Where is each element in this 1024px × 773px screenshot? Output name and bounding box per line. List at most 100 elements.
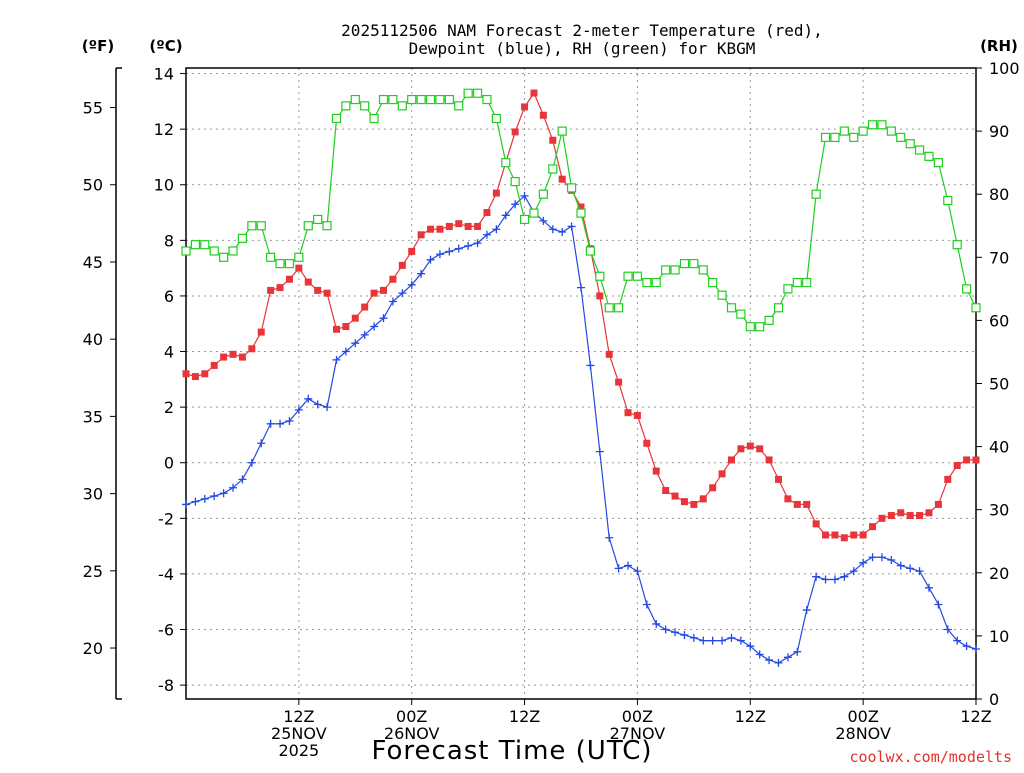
temperature-point <box>436 225 444 233</box>
dewpoint-point <box>699 636 708 645</box>
celsius-tick-label: -4 <box>158 565 174 584</box>
dewpoint-point <box>689 633 698 642</box>
rh-tick-label: 100 <box>989 59 1020 78</box>
rh-point <box>604 303 614 313</box>
dewpoint-point <box>285 417 294 426</box>
rh-point <box>331 113 342 124</box>
temperature-point <box>558 175 566 183</box>
rh-point <box>228 246 238 256</box>
temperature-point <box>709 484 717 492</box>
temperature-point <box>822 531 830 539</box>
temperature-point <box>897 509 905 517</box>
celsius-tick-label: 4 <box>164 343 174 362</box>
rh-point <box>614 303 624 313</box>
dewpoint-point <box>577 283 585 292</box>
temperature-point <box>699 495 707 503</box>
series-dewpoint <box>182 191 980 667</box>
dewpoint-point <box>548 225 557 234</box>
fahrenheit-tick-label: 20 <box>83 639 103 658</box>
temperature-point <box>295 264 303 272</box>
rh-tick-label: 40 <box>989 438 1009 457</box>
dewpoint-point <box>313 400 322 409</box>
dewpoint-point <box>210 492 219 501</box>
dewpoint-point <box>229 483 238 492</box>
temperature-point <box>727 456 735 464</box>
celsius-tick-label: 2 <box>164 398 174 417</box>
dewpoint-point <box>520 191 529 200</box>
temperature-point <box>445 222 453 230</box>
dewpoint-point <box>351 339 360 348</box>
dewpoint-point <box>708 636 717 645</box>
dewpoint-point <box>341 347 350 356</box>
temperature-point <box>831 531 839 539</box>
rh-point <box>773 303 784 313</box>
celsius-tick-label: 6 <box>164 287 174 306</box>
chart-title-line-1: 2025112506 NAM Forecast 2-meter Temperat… <box>341 21 823 40</box>
dewpoint-point <box>558 228 567 237</box>
temperature-point <box>492 189 500 197</box>
dewpoint-point <box>755 650 764 659</box>
temperature-point <box>257 328 265 336</box>
temperature-point <box>906 512 914 520</box>
rh-tick-label: 0 <box>989 690 999 709</box>
rh-tick-label: 50 <box>989 375 1009 394</box>
rh-point <box>313 214 323 225</box>
rh-point <box>642 277 652 288</box>
celsius-tick-label: 10 <box>154 176 174 195</box>
rh-point <box>820 132 831 143</box>
dewpoint-point <box>426 255 435 264</box>
rh-point <box>303 221 313 231</box>
temperature-point <box>417 231 425 239</box>
rh-point <box>830 132 840 143</box>
temperature-point <box>323 289 331 297</box>
rh-point <box>905 139 915 149</box>
dewpoint-point <box>718 636 727 645</box>
temperature-point <box>869 523 877 531</box>
dewpoint-point <box>849 567 858 576</box>
rh-point <box>322 221 332 231</box>
rh-point <box>294 252 304 262</box>
temperature-point <box>380 286 387 294</box>
celsius-tick-label: 14 <box>154 65 174 84</box>
dewpoint-point <box>276 419 285 428</box>
temperature-point <box>248 345 256 353</box>
rh-point <box>896 132 906 143</box>
rh-point <box>961 284 972 294</box>
rh-point <box>764 315 774 325</box>
temperature-point <box>972 456 980 464</box>
rh-point <box>444 94 454 105</box>
rh-point <box>595 271 605 281</box>
celsius-tick-label: 12 <box>154 120 174 139</box>
temperature-point <box>624 409 632 417</box>
rh-point <box>745 322 755 332</box>
temperature-point <box>229 350 237 358</box>
rh-point <box>284 259 295 269</box>
dewpoint-point <box>661 625 670 634</box>
temperature-point <box>652 467 660 475</box>
dewpoint-point <box>379 314 388 323</box>
rh-point <box>717 290 727 300</box>
temperature-point <box>671 492 679 500</box>
rh-point <box>651 277 661 288</box>
rh-point <box>849 132 859 143</box>
temperature-point <box>314 286 322 294</box>
dewpoint-point <box>445 247 454 256</box>
fahrenheit-tick-label: 55 <box>83 99 103 118</box>
rh-point <box>557 126 567 136</box>
dewpoint-point <box>247 458 256 467</box>
temperature-point <box>953 462 961 470</box>
rh-tick-label: 30 <box>989 501 1009 520</box>
dewpoint-point <box>868 553 877 562</box>
temperature-point <box>643 439 651 447</box>
rh-point <box>454 101 464 111</box>
data-series <box>181 88 981 667</box>
temperature-point <box>784 495 792 503</box>
rh-point <box>548 164 558 174</box>
dewpoint-point <box>821 575 830 584</box>
dewpoint-point <box>182 500 190 509</box>
dewpoint-point <box>454 244 463 253</box>
dewpoint-point <box>972 644 980 653</box>
rh-point <box>416 94 426 105</box>
temperature-point <box>511 128 519 136</box>
temperature-point <box>615 378 623 386</box>
